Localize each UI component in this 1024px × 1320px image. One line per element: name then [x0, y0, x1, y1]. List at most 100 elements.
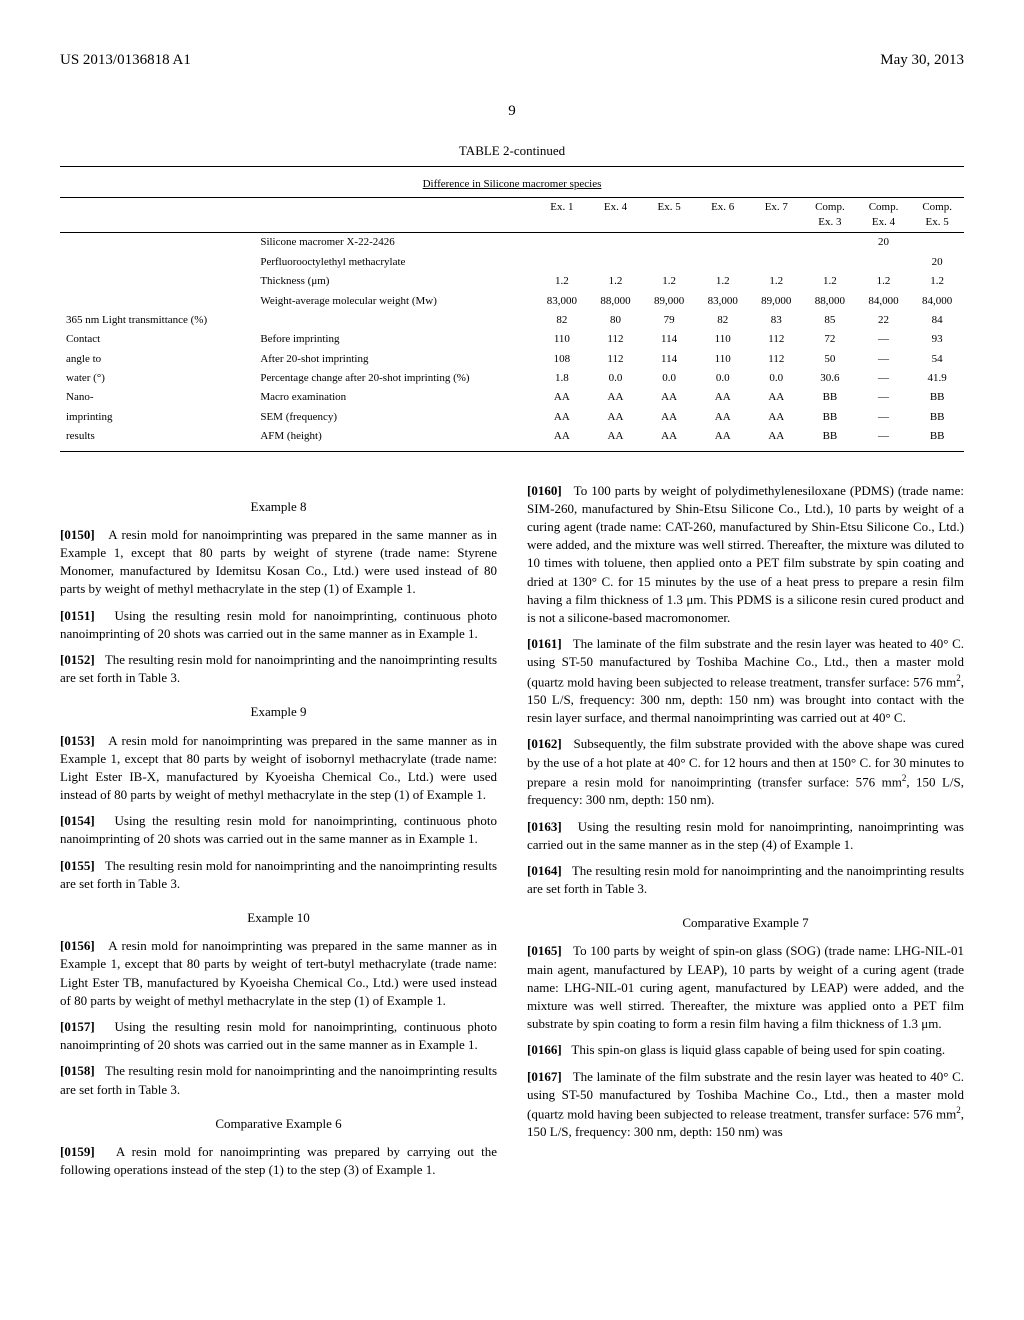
- para-text: The resulting resin mold for nanoimprint…: [60, 1063, 497, 1096]
- para-num: [0164]: [527, 863, 562, 878]
- para-num: [0166]: [527, 1042, 562, 1057]
- table-row: Silicone macromer X-22-242620: [60, 233, 964, 253]
- table-cell: 110: [696, 330, 750, 349]
- table-cell: —: [857, 427, 911, 446]
- row-label-group: angle to: [60, 350, 254, 369]
- example-8-heading: Example 8: [60, 498, 497, 516]
- para-text: Subsequently, the film substrate provide…: [527, 736, 964, 789]
- table-row: Perfluorooctylethyl methacrylate 20: [60, 253, 964, 272]
- table-cell: —: [857, 369, 911, 388]
- table-cell: 88,000: [803, 292, 857, 311]
- table-row: Thickness (μm)1.21.21.21.21.21.21.21.2: [60, 272, 964, 291]
- para-num: [0162]: [527, 736, 562, 751]
- table-cell: 0.0: [642, 369, 696, 388]
- row-label-group: water (°): [60, 369, 254, 388]
- para-num: [0167]: [527, 1069, 562, 1084]
- table-cell: [589, 253, 643, 272]
- table-cell: AA: [750, 427, 804, 446]
- body-columns: Example 8 [0150] A resin mold for nanoim…: [60, 482, 964, 1188]
- table-col-header: Ex. 6: [696, 197, 750, 233]
- table-row: water (°)Percentage change after 20-shot…: [60, 369, 964, 388]
- doc-date: May 30, 2013: [880, 50, 964, 71]
- table-cell: 20: [857, 233, 911, 253]
- doc-number: US 2013/0136818 A1: [60, 50, 191, 71]
- row-label: Perfluorooctylethyl methacrylate: [254, 253, 535, 272]
- table-row: 365 nm Light transmittance (%)8280798283…: [60, 311, 964, 330]
- table-cell: 89,000: [642, 292, 696, 311]
- table-cell: 83: [750, 311, 804, 330]
- page-header: US 2013/0136818 A1 May 30, 2013: [60, 50, 964, 71]
- para-0150: [0150] A resin mold for nanoimprinting w…: [60, 526, 497, 599]
- table-caption: TABLE 2-continued: [60, 142, 964, 160]
- row-label-group: Contact: [60, 330, 254, 349]
- example-9-heading: Example 9: [60, 703, 497, 721]
- table-cell: 50: [803, 350, 857, 369]
- table-cell: 108: [535, 350, 589, 369]
- table-cell: 82: [535, 311, 589, 330]
- para-num: [0156]: [60, 938, 95, 953]
- para-num: [0153]: [60, 733, 95, 748]
- table-cell: 89,000: [750, 292, 804, 311]
- table-cell: AA: [696, 427, 750, 446]
- row-label-group: imprinting: [60, 408, 254, 427]
- table-cell: [589, 233, 643, 253]
- row-label-group: [60, 233, 254, 253]
- para-text: The resulting resin mold for nanoimprint…: [60, 652, 497, 685]
- table-cell: 1.2: [535, 272, 589, 291]
- para-0155: [0155] The resulting resin mold for nano…: [60, 857, 497, 893]
- table-cell: 83,000: [696, 292, 750, 311]
- table-cell: 80: [589, 311, 643, 330]
- table-cell: 110: [535, 330, 589, 349]
- table-cell: 112: [750, 330, 804, 349]
- table-cell: BB: [910, 408, 964, 427]
- para-text: Using the resulting resin mold for nanoi…: [527, 819, 964, 852]
- para-0158: [0158] The resulting resin mold for nano…: [60, 1062, 497, 1098]
- para-num: [0154]: [60, 813, 95, 828]
- table-row: ContactBefore imprinting1101121141101127…: [60, 330, 964, 349]
- table-cell: 1.2: [589, 272, 643, 291]
- para-num: [0155]: [60, 858, 95, 873]
- table-cell: [803, 233, 857, 253]
- row-label-group: [60, 253, 254, 272]
- table-cell: 20: [910, 253, 964, 272]
- table-cell: 1.2: [642, 272, 696, 291]
- para-0162: [0162] Subsequently, the film substrate …: [527, 735, 964, 809]
- table-cell: 22: [857, 311, 911, 330]
- table-col-header: Ex. 7: [750, 197, 804, 233]
- table-cell: [803, 253, 857, 272]
- example-10-heading: Example 10: [60, 909, 497, 927]
- table-cell: AA: [696, 388, 750, 407]
- row-label-group: 365 nm Light transmittance (%): [60, 311, 254, 330]
- table-cell: 54: [910, 350, 964, 369]
- para-text: The resulting resin mold for nanoimprint…: [527, 863, 964, 896]
- table-cell: [535, 253, 589, 272]
- table-cell: 1.2: [910, 272, 964, 291]
- para-text: A resin mold for nanoimprinting was prep…: [60, 938, 497, 1008]
- table-cell: —: [857, 350, 911, 369]
- para-num: [0165]: [527, 943, 562, 958]
- para-num: [0150]: [60, 527, 95, 542]
- table-row: angle toAfter 20-shot imprinting10811211…: [60, 350, 964, 369]
- para-0163: [0163] Using the resulting resin mold fo…: [527, 818, 964, 854]
- table-cell: 0.0: [696, 369, 750, 388]
- row-label-group: [60, 292, 254, 311]
- para-text: The resulting resin mold for nanoimprint…: [60, 858, 497, 891]
- table-cell: [696, 253, 750, 272]
- table-cell: [642, 253, 696, 272]
- table-header-row: Ex. 1Ex. 4Ex. 5Ex. 6Ex. 7Comp.Ex. 3Comp.…: [60, 197, 964, 233]
- para-text: A resin mold for nanoimprinting was prep…: [60, 1144, 497, 1177]
- table-cell: 1.2: [803, 272, 857, 291]
- table-2: TABLE 2-continued Difference in Silicone…: [60, 142, 964, 452]
- para-0164: [0164] The resulting resin mold for nano…: [527, 862, 964, 898]
- table-cell: AA: [589, 427, 643, 446]
- right-column: [0160] To 100 parts by weight of polydim…: [527, 482, 964, 1188]
- para-0166: [0166] This spin-on glass is liquid glas…: [527, 1041, 964, 1059]
- table-cell: AA: [750, 388, 804, 407]
- table-cell: 93: [910, 330, 964, 349]
- row-label: Percentage change after 20-shot imprinti…: [254, 369, 535, 388]
- table-col-header: Ex. 5: [642, 197, 696, 233]
- para-text: Using the resulting resin mold for nanoi…: [60, 1019, 497, 1052]
- row-label: Thickness (μm): [254, 272, 535, 291]
- para-0151: [0151] Using the resulting resin mold fo…: [60, 607, 497, 643]
- table-col-header: Comp.Ex. 4: [857, 197, 911, 233]
